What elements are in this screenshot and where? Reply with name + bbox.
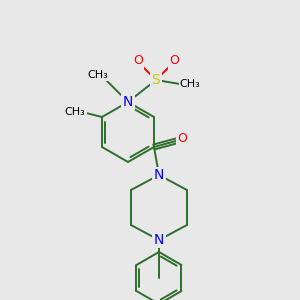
- Text: CH₃: CH₃: [64, 107, 86, 117]
- Text: O: O: [169, 55, 179, 68]
- Text: O: O: [177, 133, 187, 146]
- Text: N: N: [154, 233, 164, 247]
- Text: N: N: [154, 168, 164, 182]
- Text: N: N: [123, 95, 133, 109]
- Text: O: O: [133, 55, 143, 68]
- Text: CH₃: CH₃: [180, 79, 200, 89]
- Text: CH₃: CH₃: [88, 70, 108, 80]
- Text: S: S: [152, 73, 160, 87]
